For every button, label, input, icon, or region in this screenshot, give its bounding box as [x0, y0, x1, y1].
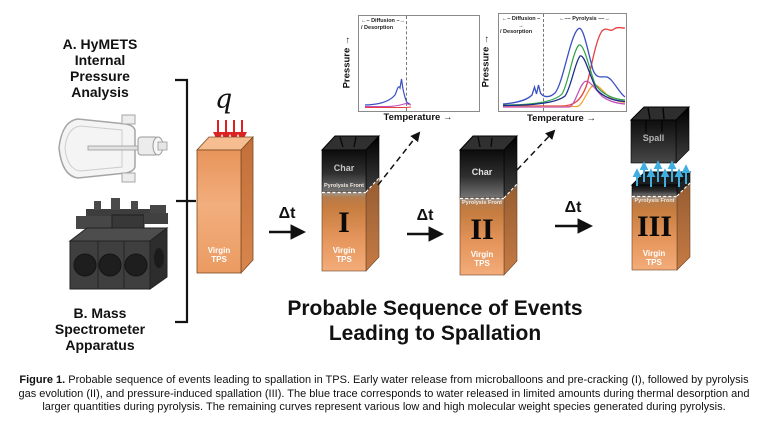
stage2-block — [458, 135, 519, 276]
stage1-char-label: Char — [333, 163, 355, 173]
stage1-block — [320, 135, 381, 272]
spall-block — [629, 106, 691, 164]
stage2-numeral: II — [470, 213, 494, 246]
stage3-virgin-label: Virgin TPS — [642, 249, 666, 267]
inset-pointer-arrows — [377, 129, 556, 186]
caption-text: Probable sequence of events leading to s… — [18, 374, 750, 413]
desorption-boundary-line-a — [406, 16, 407, 111]
virgin-tps-block — [196, 135, 254, 275]
inset-a-y-axis-label: Pressure → — [341, 35, 353, 89]
inset-b-pyrolysis-label: ←–– Pyrolysis ––→ — [559, 16, 610, 22]
caption-figure-number: Figure 1. — [19, 374, 66, 386]
stage1-numeral: I — [338, 206, 350, 239]
stage2-pyrolysis-front-label: Pyrolysis Front — [461, 200, 503, 206]
gas-jet-arrows — [632, 160, 691, 187]
stage0-virgin-label: Virgin TPS — [207, 246, 231, 264]
delta-t-label-1: Δt — [278, 205, 296, 222]
figure-title: Probable Sequence of Events Leading to S… — [287, 297, 583, 345]
inset-a-diffusion-label: ←– Diffusion –→ / Desorption — [361, 18, 406, 31]
stage1-pyrolysis-front-label: Pyrolysis Front — [323, 183, 365, 189]
inset-b-curves — [502, 26, 626, 108]
stage2-virgin-label: Virgin TPS — [470, 250, 494, 268]
figure-caption: Figure 1. Probable sequence of events le… — [0, 374, 768, 415]
inset-chart-b: ←– Diffusion –→ / Desorption ←–– Pyrolys… — [498, 13, 627, 112]
delta-t-label-2: Δt — [416, 207, 434, 224]
stage3-spall-label: Spall — [642, 133, 665, 143]
stage1-virgin-label: Virgin TPS — [332, 246, 356, 264]
panel-b-label: B. Mass Spectrometer Apparatus — [54, 305, 146, 353]
inset-b-diffusion-label: ←– Diffusion –→ / Desorption — [500, 16, 541, 35]
heat-flux-symbol: q — [215, 84, 233, 115]
inset-b-x-axis-label: Temperature → — [527, 113, 596, 124]
grouping-bracket — [175, 78, 196, 324]
stage2-char-label: Char — [471, 167, 493, 177]
hymets-apparatus-image — [58, 114, 168, 183]
inset-b-y-axis-label: Pressure → — [480, 34, 492, 88]
panel-a-label: A. HyMETS Internal Pressure Analysis — [62, 36, 138, 100]
inset-a-curves — [364, 78, 412, 109]
inset-chart-a: ←– Diffusion –→ / Desorption — [358, 15, 480, 112]
desorption-boundary-line-b — [543, 14, 544, 111]
stage3-numeral: III — [636, 210, 673, 243]
stage3-pyrolysis-front-label: Pyrolysis Front — [634, 198, 675, 204]
delta-t-label-3: Δt — [564, 199, 582, 216]
delta-t-arrows — [269, 218, 594, 242]
inset-a-x-axis-label: Temperature → — [383, 112, 453, 123]
mass-spectrometer-image — [68, 198, 169, 290]
